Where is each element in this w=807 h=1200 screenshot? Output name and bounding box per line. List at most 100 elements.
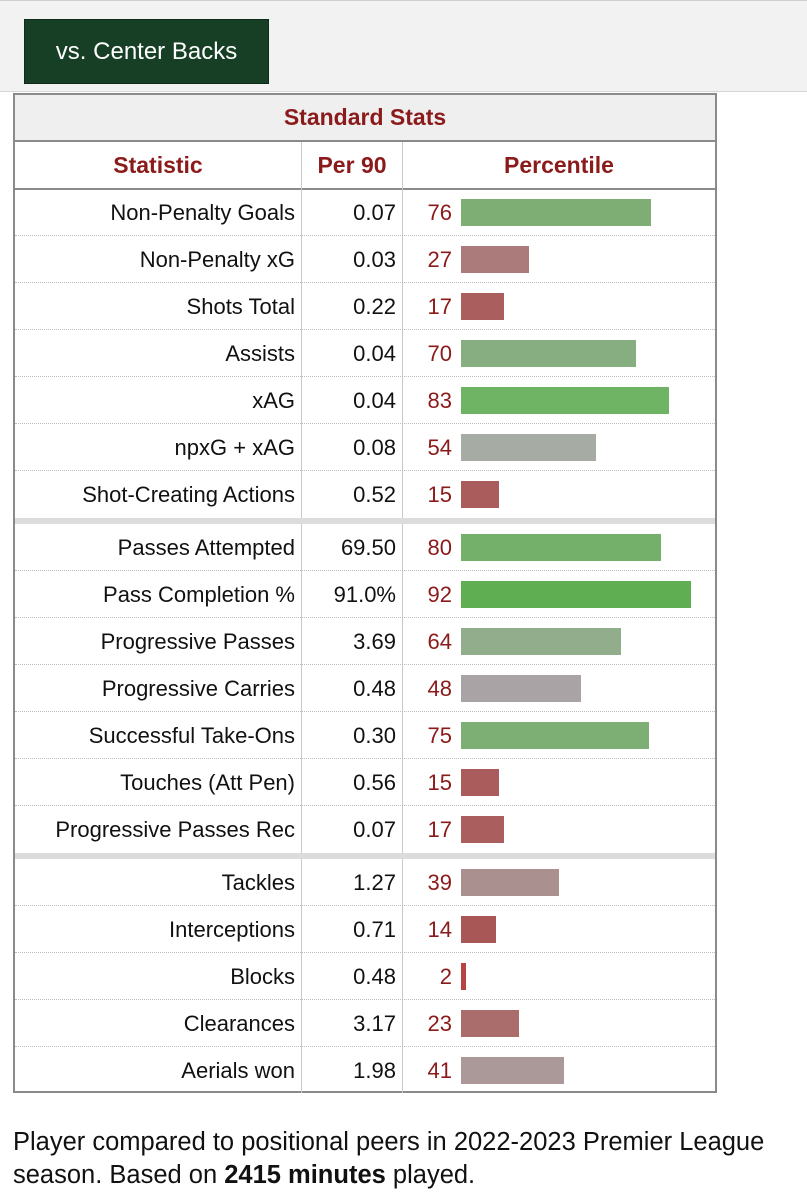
percentile-bar [461,534,661,561]
per90-value: 0.07 [353,199,396,225]
table-row: npxG + xAG 0.08 54 [15,424,715,471]
per90-value: 91.0% [333,581,396,607]
per90-value: 0.07 [353,816,396,842]
percentile-bar [461,963,466,990]
row-divider [15,952,715,953]
row-divider [15,282,715,283]
stat-name: Assists [225,340,295,366]
table-row: Shots Total 0.22 17 [15,283,715,330]
table-row: Tackles 1.27 39 [15,859,715,906]
stat-name: Blocks [230,963,295,989]
per90-value: 0.30 [353,722,396,748]
stat-name: Successful Take-Ons [88,722,295,748]
percentile-value: 64 [427,628,452,654]
header-per90[interactable]: Per 90 [317,151,387,178]
percentile-bar [461,816,504,843]
stat-name: Progressive Passes Rec [55,816,295,842]
row-divider [15,470,715,471]
row-divider [15,1046,715,1047]
stat-name: Passes Attempted [117,534,295,560]
percentile-value: 76 [427,199,452,225]
row-divider [15,999,715,1000]
percentile-bar [461,675,581,702]
stat-name: Pass Completion % [103,581,295,607]
vs-center-backs-button[interactable]: vs. Center Backs [24,19,269,84]
table-row: xAG 0.04 83 [15,377,715,424]
per90-value: 0.56 [353,769,396,795]
top-bar: vs. Center Backs [0,0,807,92]
stat-name: Shot-Creating Actions [82,481,295,507]
stat-name: xAG [252,387,295,413]
stat-name: Shots Total [186,293,295,319]
per90-value: 0.52 [353,481,396,507]
per90-value: 0.71 [353,916,396,942]
table-row: Passes Attempted 69.50 80 [15,524,715,571]
stat-name: Tackles [221,869,295,895]
row-divider [15,905,715,906]
per90-value: 0.08 [353,434,396,460]
per90-value: 0.03 [353,246,396,272]
percentile-bar [461,628,621,655]
group-separator [15,518,715,524]
header-percentile[interactable]: Percentile [504,151,614,178]
table-row: Progressive Passes Rec 0.07 17 [15,806,715,853]
percentile-bar [461,916,496,943]
row-divider [15,664,715,665]
table-row: Successful Take-Ons 0.30 75 [15,712,715,759]
row-divider [15,711,715,712]
stat-name: Non-Penalty Goals [110,199,295,225]
percentile-bar [461,481,499,508]
header-statistic[interactable]: Statistic [113,151,203,178]
percentile-value: 17 [427,816,452,842]
per90-value: 0.04 [353,387,396,413]
footer-text-end: played. [385,1161,476,1189]
per90-value: 0.48 [353,675,396,701]
row-divider [15,423,715,424]
footer-text: Player compared to positional peers in 2… [13,1128,765,1189]
percentile-value: 39 [427,869,452,895]
stat-name: Non-Penalty xG [139,246,295,272]
row-divider [15,376,715,377]
per90-value: 0.48 [353,963,396,989]
stat-name: Clearances [183,1010,295,1036]
percentile-bar [461,199,651,226]
percentile-value: 54 [427,434,452,460]
row-divider [15,617,715,618]
percentile-value: 41 [427,1057,452,1083]
percentile-bar [461,293,504,320]
percentile-value: 15 [427,769,452,795]
minutes-played: 2415 minutes [224,1161,386,1189]
stat-name: Progressive Carries [101,675,295,701]
row-divider [15,570,715,571]
percentile-value: 80 [427,534,452,560]
per90-value: 3.69 [353,628,396,654]
percentile-value: 27 [427,246,452,272]
table-caption: Standard Stats [15,95,715,142]
table-row: Clearances 3.17 23 [15,1000,715,1047]
percentile-value: 92 [427,581,452,607]
percentile-bar [461,387,669,414]
table-row: Interceptions 0.71 14 [15,906,715,953]
table-row: Progressive Carries 0.48 48 [15,665,715,712]
stat-name: Progressive Passes [100,628,295,654]
percentile-value: 2 [439,963,452,989]
per90-value: 1.98 [353,1057,396,1083]
standard-stats-table: Standard Stats Statistic Per 90 Percenti… [13,93,717,1093]
table-row: Non-Penalty xG 0.03 27 [15,236,715,283]
table-row: Aerials won 1.98 41 [15,1047,715,1094]
table-row: Blocks 0.48 2 [15,953,715,1000]
table-row: Pass Completion % 91.0% 92 [15,571,715,618]
per90-value: 69.50 [340,534,396,560]
table-row: Touches (Att Pen) 0.56 15 [15,759,715,806]
group-separator [15,853,715,859]
stat-name: Touches (Att Pen) [120,769,295,795]
stat-name: Interceptions [169,916,295,942]
percentile-bar [461,869,559,896]
row-divider [15,805,715,806]
percentile-bar [461,722,649,749]
per90-value: 0.04 [353,340,396,366]
percentile-value: 48 [427,675,452,701]
percentile-value: 75 [427,722,452,748]
percentile-bar [461,1010,519,1037]
percentile-value: 83 [427,387,452,413]
